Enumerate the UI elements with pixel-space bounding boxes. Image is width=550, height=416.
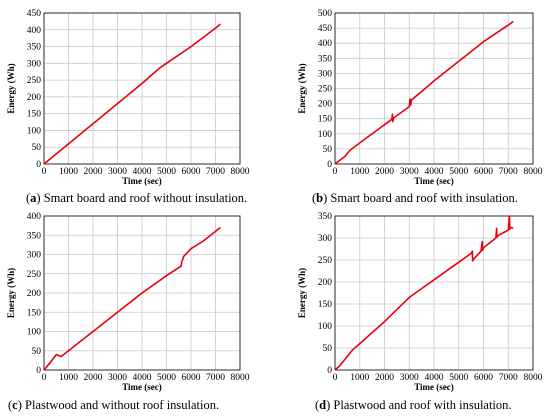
- x-tick-label: 5000: [157, 167, 176, 177]
- x-tick-label: 3000: [108, 167, 127, 177]
- x-tick-label: 5000: [449, 373, 468, 383]
- y-tick-label: 100: [27, 328, 42, 338]
- plot-frame: [43, 12, 241, 165]
- y-tick-label: 0: [36, 366, 41, 376]
- x-tick-label: 4000: [133, 373, 152, 383]
- y-tick-label: 300: [318, 69, 333, 79]
- y-tick-label: 250: [27, 76, 42, 86]
- y-tick-label: 400: [318, 39, 333, 49]
- y-tick-label: 100: [318, 322, 333, 332]
- y-tick-label: 450: [27, 9, 42, 19]
- x-tick-label: 0: [333, 373, 338, 383]
- y-tick-label: 250: [27, 270, 42, 280]
- x-tick-label: 0: [42, 373, 47, 383]
- x-tick-label: 8000: [231, 167, 250, 177]
- y-tick-label: 200: [318, 100, 333, 110]
- x-axis-label: Time (sec): [122, 382, 162, 392]
- x-axis-label: Time (sec): [414, 382, 454, 392]
- y-tick-label: 50: [323, 145, 333, 155]
- y-tick-label: 450: [318, 24, 333, 34]
- x-tick-label: 4000: [425, 373, 444, 383]
- caption-c: (c) Plastwood and without roof insulatio…: [8, 398, 220, 412]
- y-tick-label: 350: [27, 43, 42, 53]
- x-tick-label: 5000: [157, 373, 176, 383]
- plot-frame: [334, 12, 534, 165]
- chart-d: 0 1000 2000 3000 4000 5000 6000 7000 8000 0 50 100 1…: [297, 212, 543, 392]
- chart-c: 0 1000 2000 3000 4000 5000 6000 7000 8000 0 50 100 1…: [6, 212, 250, 392]
- y-tick-label: 200: [27, 289, 42, 299]
- x-tick-label: 6000: [474, 167, 493, 177]
- plot-frame: [334, 215, 534, 371]
- y-tick-label: 150: [27, 308, 42, 318]
- x-tick-label: 8000: [524, 167, 543, 177]
- y-tick-label: 300: [318, 234, 333, 244]
- caption-a: (a) Smart board and roof without insulat…: [26, 191, 248, 205]
- y-tick-label: 0: [327, 366, 332, 376]
- y-tick-label: 400: [27, 26, 42, 36]
- x-tick-label: 1000: [350, 373, 369, 383]
- x-tick-label: 2000: [375, 167, 394, 177]
- energy-series-line: [43, 23, 221, 165]
- x-tick-label: 7000: [499, 167, 518, 177]
- y-tick-label: 300: [27, 251, 42, 261]
- y-tick-label: 200: [27, 93, 42, 103]
- x-axis-label: Time (sec): [414, 176, 454, 186]
- y-tick-label: 50: [32, 347, 42, 357]
- x-tick-label: 7000: [206, 167, 225, 177]
- energy-series-line: [43, 226, 221, 371]
- y-tick-label: 150: [318, 115, 333, 125]
- x-tick-label: 2000: [84, 373, 103, 383]
- x-tick-label: 3000: [108, 373, 127, 383]
- x-tick-label: 6000: [182, 167, 201, 177]
- x-tick-label: 0: [333, 167, 338, 177]
- x-tick-label: 5000: [449, 167, 468, 177]
- caption-d: (d) Plastwood and roof with insulation.: [315, 398, 512, 412]
- caption-b: (b) Smart board and roof with insulation…: [312, 191, 518, 205]
- y-tick-label: 400: [27, 212, 42, 222]
- x-tick-label: 4000: [133, 167, 152, 177]
- x-tick-label: 3000: [400, 373, 419, 383]
- chart-b: 0 1000 2000 3000 4000 5000 6000 7000 8000 0 50 100 1…: [297, 9, 543, 186]
- x-tick-label: 1000: [59, 167, 78, 177]
- x-tick-label: 2000: [84, 167, 103, 177]
- y-tick-label: 50: [32, 143, 42, 153]
- x-tick-label: 4000: [425, 167, 444, 177]
- y-tick-label: 250: [318, 256, 333, 266]
- y-tick-label: 0: [36, 160, 41, 170]
- y-tick-label: 350: [318, 212, 333, 222]
- plot-frame: [43, 215, 241, 371]
- x-tick-label: 8000: [231, 373, 250, 383]
- x-tick-label: 8000: [524, 373, 543, 383]
- x-tick-label: 7000: [499, 373, 518, 383]
- x-tick-label: 2000: [375, 373, 394, 383]
- x-axis-label: Time (sec): [122, 176, 162, 186]
- y-axis-label: Energy (Wh): [297, 63, 307, 113]
- energy-series-line: [334, 20, 514, 165]
- y-tick-label: 250: [318, 85, 333, 95]
- x-tick-label: 0: [42, 167, 47, 177]
- y-axis-label: Energy (Wh): [297, 268, 307, 318]
- x-tick-label: 6000: [474, 373, 493, 383]
- y-tick-label: 50: [323, 344, 333, 354]
- x-tick-label: 6000: [182, 373, 201, 383]
- y-axis-label: Energy (Wh): [6, 268, 16, 318]
- y-tick-label: 0: [327, 160, 332, 170]
- x-tick-label: 7000: [206, 373, 225, 383]
- x-tick-label: 1000: [350, 167, 369, 177]
- y-tick-label: 500: [318, 9, 333, 19]
- y-tick-label: 350: [318, 54, 333, 64]
- y-tick-label: 300: [27, 59, 42, 69]
- x-tick-label: 3000: [400, 167, 419, 177]
- energy-series-line: [334, 215, 514, 371]
- y-tick-label: 100: [27, 126, 42, 136]
- y-axis-label: Energy (Wh): [6, 63, 16, 113]
- x-tick-label: 1000: [59, 373, 78, 383]
- y-tick-label: 100: [318, 130, 333, 140]
- chart-a: 0 1000 2000 3000 4000 5000 6000 7000 8000 0 50 100 1…: [6, 9, 250, 186]
- y-tick-label: 150: [318, 300, 333, 310]
- y-tick-label: 350: [27, 231, 42, 241]
- y-tick-label: 150: [27, 110, 42, 120]
- y-tick-label: 200: [318, 278, 333, 288]
